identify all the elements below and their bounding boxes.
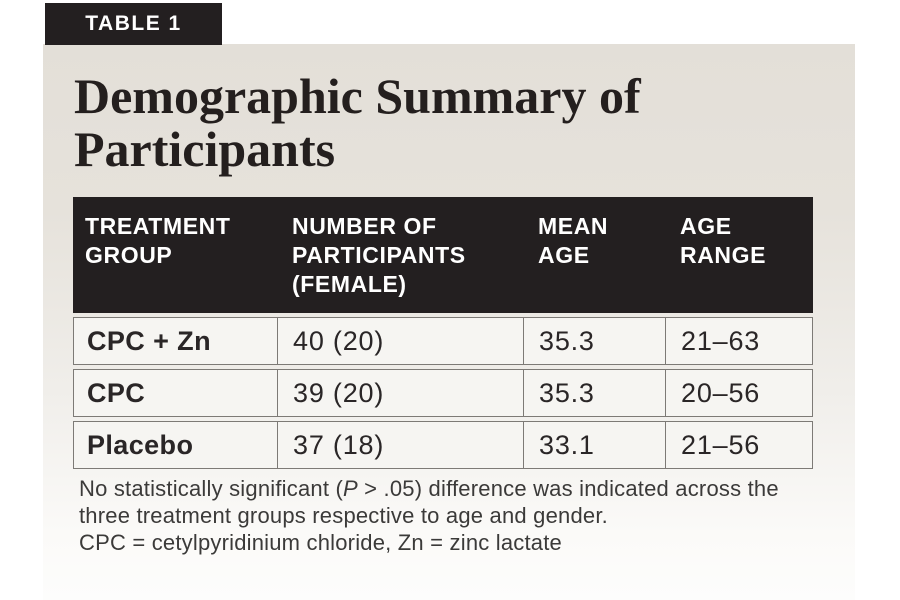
cell-participants: 39 (20) (277, 370, 523, 416)
table-title: Demographic Summary of Participants (74, 68, 641, 177)
p-value-symbol: P (342, 476, 358, 501)
cell-age-range: 21–56 (665, 422, 812, 468)
column-header-treatment-group: TREATMENT GROUP (85, 213, 231, 268)
cell-participants: 40 (20) (277, 318, 523, 364)
cell-age-range: 20–56 (665, 370, 812, 416)
column-header-participants: NUMBER OF PARTICIPANTS (FEMALE) (292, 213, 466, 297)
table-row: CPC + Zn 40 (20) 35.3 21–63 (73, 317, 813, 365)
cell-participants: 37 (18) (277, 422, 523, 468)
table-number-badge: TABLE 1 (45, 3, 222, 45)
cell-group: CPC (87, 377, 146, 408)
cell-mean-age: 35.3 (523, 318, 665, 364)
column-header-age-range: AGE RANGE (680, 213, 767, 268)
significance-note-prefix: No statistically significant ( (79, 476, 343, 501)
significance-note-suffix: > .05) difference was indicated across t… (79, 476, 779, 528)
demographics-table: TREATMENT GROUP NUMBER OF PARTICIPANTS (… (73, 197, 813, 469)
cell-mean-age: 33.1 (523, 422, 665, 468)
cell-mean-age: 35.3 (523, 370, 665, 416)
cell-age-range: 21–63 (665, 318, 812, 364)
cell-group: CPC + Zn (87, 325, 211, 356)
table-footnote: No statistically significant (P > .05) d… (79, 475, 797, 556)
table-header-row: TREATMENT GROUP NUMBER OF PARTICIPANTS (… (73, 197, 813, 313)
significance-note: No statistically significant (P > .05) d… (79, 475, 797, 529)
column-header-mean-age: MEAN AGE (538, 213, 609, 268)
table-number-label: TABLE 1 (85, 12, 182, 35)
abbreviations-note: CPC = cetylpyridinium chloride, Zn = zin… (79, 530, 562, 555)
table-row: CPC 39 (20) 35.3 20–56 (73, 369, 813, 417)
cell-group: Placebo (87, 429, 194, 460)
table-row: Placebo 37 (18) 33.1 21–56 (73, 421, 813, 469)
